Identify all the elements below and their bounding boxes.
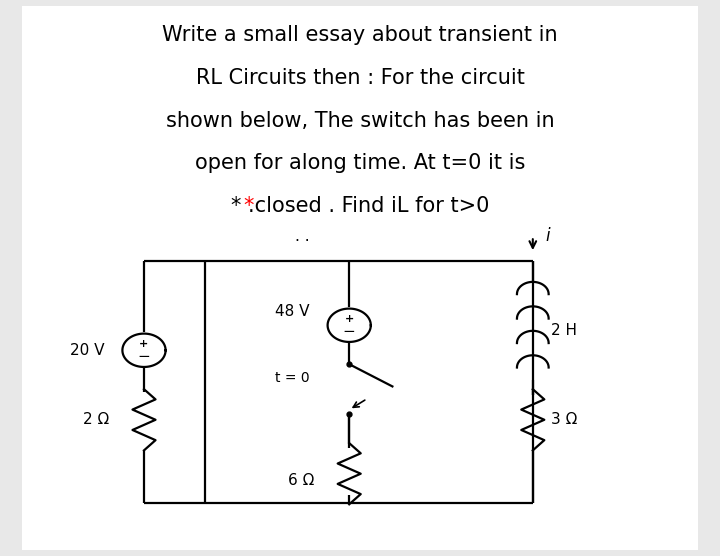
Text: −: −	[138, 350, 150, 364]
Text: 20 V: 20 V	[70, 343, 104, 358]
Text: −: −	[343, 325, 356, 339]
Text: 2 Ω: 2 Ω	[84, 413, 109, 427]
Text: . .: . .	[295, 229, 310, 244]
Text: *: *	[243, 196, 253, 216]
Text: t = 0: t = 0	[275, 371, 310, 385]
Text: 48 V: 48 V	[275, 304, 310, 319]
Text: i: i	[546, 227, 550, 245]
Text: open for along time. At t=0 it is: open for along time. At t=0 it is	[195, 153, 525, 173]
Text: 2 H: 2 H	[551, 324, 577, 338]
Text: +: +	[140, 339, 148, 349]
Text: 6 Ω: 6 Ω	[288, 473, 315, 488]
Text: * .closed . Find iL for t>0: * .closed . Find iL for t>0	[231, 196, 489, 216]
Text: RL Circuits then : For the circuit: RL Circuits then : For the circuit	[196, 68, 524, 88]
Text: 3 Ω: 3 Ω	[551, 413, 577, 427]
Text: +: +	[345, 314, 354, 324]
FancyBboxPatch shape	[22, 6, 698, 550]
Text: shown below, The switch has been in: shown below, The switch has been in	[166, 111, 554, 131]
Text: Write a small essay about transient in: Write a small essay about transient in	[162, 25, 558, 45]
